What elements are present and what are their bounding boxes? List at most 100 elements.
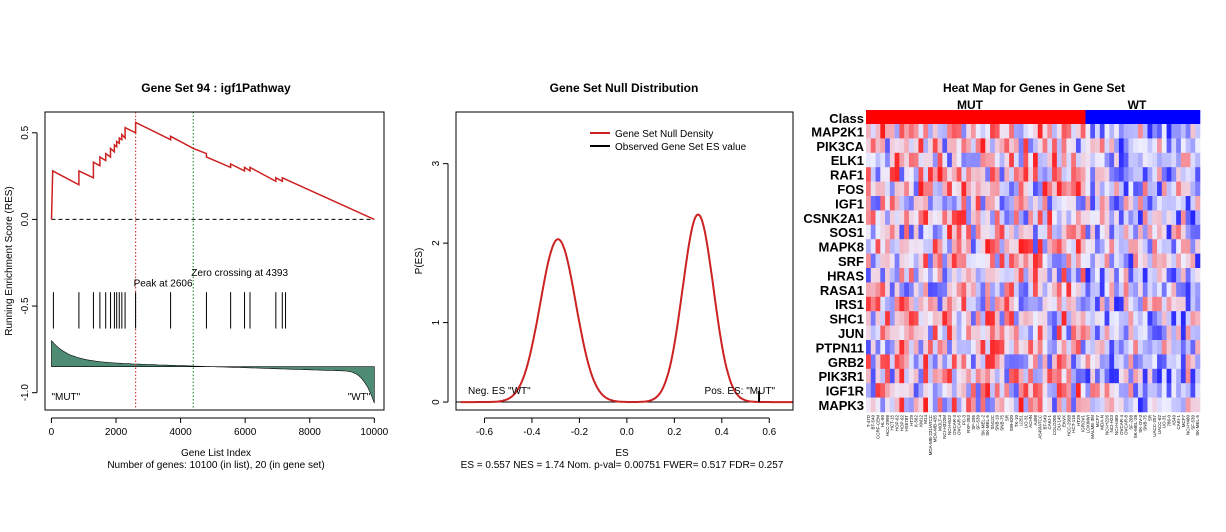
heatmap-cell	[1104, 210, 1110, 226]
heatmap-cell	[1075, 224, 1082, 240]
heatmap-cell	[1185, 397, 1191, 413]
heatmap-cell	[1037, 253, 1043, 269]
heatmap-cell	[1071, 152, 1077, 168]
heatmap-cell	[1152, 354, 1158, 370]
heatmap-cell	[908, 383, 915, 398]
heatmap-cell	[980, 340, 986, 355]
heatmap-cell	[932, 296, 938, 312]
heatmap-cell	[1028, 196, 1034, 211]
heatmap-cell	[1071, 383, 1077, 398]
heatmap-cell	[975, 397, 981, 413]
heatmap-cell	[1133, 239, 1139, 254]
y-tick-label: 3	[431, 160, 442, 166]
heatmap-cell	[866, 138, 872, 154]
heatmap-cell	[980, 124, 986, 139]
heatmap-cell	[1033, 224, 1039, 240]
heatmap-cell	[1085, 383, 1091, 398]
heatmap-cell	[1028, 340, 1034, 355]
heatmap-cell	[918, 368, 924, 384]
heatmap-cell	[1185, 124, 1191, 139]
heatmap-cell	[1042, 210, 1048, 226]
heatmap-cell	[1099, 268, 1105, 283]
heatmap-cell	[1009, 368, 1015, 384]
heatmap-cell	[1152, 268, 1158, 283]
heatmap-cell	[1176, 368, 1182, 384]
heatmap-cell	[947, 311, 953, 326]
heatmap-cell	[1056, 210, 1062, 226]
heatmap-cell	[1085, 340, 1091, 355]
heatmap-cell	[970, 152, 977, 168]
heatmap-cell	[951, 368, 957, 384]
heatmap-cell	[1109, 167, 1115, 182]
heatmap-cell	[1104, 239, 1110, 254]
heatmap-cell	[1090, 296, 1096, 312]
heatmap-cell	[1023, 397, 1029, 413]
heatmap-cell	[885, 239, 891, 254]
heatmap-cell	[961, 368, 967, 384]
heatmap-cell	[1090, 354, 1096, 370]
heatmap-cell	[908, 368, 915, 384]
heatmap-cell	[999, 210, 1005, 226]
heatmap-cell	[1037, 325, 1043, 341]
heatmap-cell	[1028, 181, 1034, 197]
heatmap-cell	[918, 124, 924, 139]
heatmap-cell	[1052, 311, 1058, 326]
enrichment-left-label: "MUT"	[51, 392, 80, 403]
heatmap-cell	[870, 397, 876, 413]
heatmap-cell	[951, 354, 957, 370]
heatmap-cell	[1185, 383, 1191, 398]
heatmap-cell	[1095, 253, 1101, 269]
heatmap-cell	[1099, 325, 1105, 341]
heatmap-cell	[1185, 167, 1191, 182]
heatmap-cell	[1042, 253, 1048, 269]
heatmap-cell	[866, 210, 872, 226]
heatmap-cell	[1118, 138, 1124, 154]
heatmap-cell	[970, 196, 977, 211]
heatmap-cell	[994, 124, 1000, 139]
heatmap-cell	[1114, 167, 1120, 182]
heatmap-cell	[1047, 138, 1053, 154]
heatmap-cell	[1071, 282, 1077, 298]
heatmap-cell	[1018, 138, 1024, 154]
heatmap-cell	[990, 167, 996, 182]
heatmap-cell	[894, 210, 900, 226]
heatmap-cell	[1042, 181, 1048, 197]
heatmap-cell	[947, 296, 953, 312]
heatmap-cell	[1085, 268, 1091, 283]
heatmap-cell	[1052, 253, 1058, 269]
heatmap-cell	[1104, 296, 1110, 312]
heatmap-cell	[966, 253, 972, 269]
enrichment-line	[50, 121, 375, 221]
heatmap-cell	[1099, 282, 1105, 298]
heatmap-cell	[1147, 296, 1153, 312]
heatmap-cell	[1118, 383, 1124, 398]
heatmap-cell	[961, 296, 967, 312]
heatmap-cell	[1056, 368, 1062, 384]
heatmap-cell	[923, 282, 929, 298]
heatmap-cell	[1095, 340, 1101, 355]
heatmap-cell	[889, 210, 895, 226]
heatmap-cell	[1176, 282, 1182, 298]
heatmap-cell	[899, 397, 905, 413]
heatmap-cell	[951, 124, 957, 139]
heatmap-cell	[1090, 397, 1096, 413]
heatmap-cell	[1080, 196, 1086, 211]
heatmap-cell	[1195, 239, 1201, 254]
heatmap-cell	[1142, 239, 1148, 254]
heatmap-cell	[1118, 224, 1124, 240]
heatmap-cell	[1018, 354, 1024, 370]
sample-label: HCT-116	[1071, 415, 1076, 433]
heatmap-cell	[1128, 124, 1134, 139]
heatmap-cell	[1185, 268, 1191, 283]
sample-label: A549	[1171, 415, 1176, 426]
heatmap-cell	[1099, 239, 1105, 254]
heatmap-cell	[918, 210, 924, 226]
heatmap-cell	[1028, 224, 1034, 240]
heatmap-cell	[1028, 210, 1034, 226]
heatmap-cell	[961, 152, 967, 168]
heatmap-cell	[994, 397, 1000, 413]
heatmap-cell	[913, 325, 919, 341]
heatmap-cell	[961, 383, 967, 398]
heatmap-cell	[885, 152, 891, 168]
heatmap-cell	[1142, 124, 1148, 139]
